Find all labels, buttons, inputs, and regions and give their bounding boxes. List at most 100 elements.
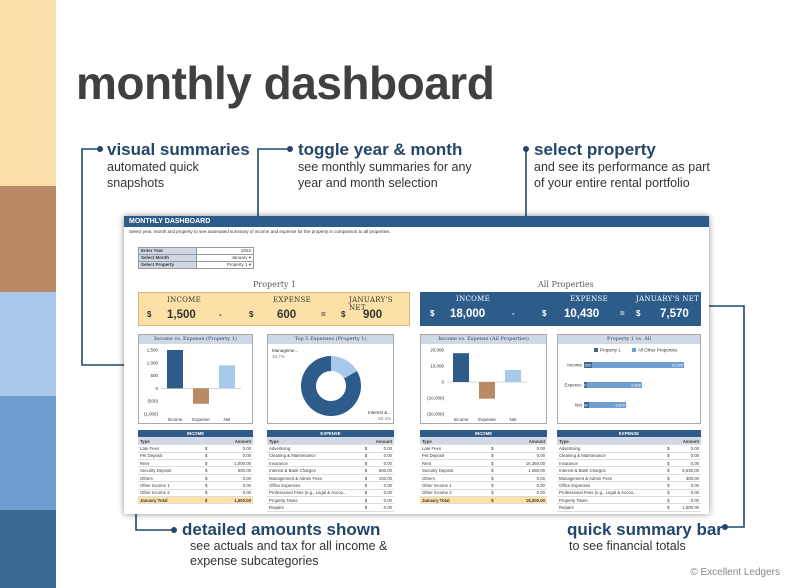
row-currency: $ — [665, 444, 674, 453]
minus-sign: - — [512, 309, 515, 318]
row-currency: $ — [203, 459, 215, 468]
row-type: Other Income 2 — [420, 489, 490, 498]
total-amount: 18,000.00 — [501, 496, 547, 505]
row-currency: $ — [489, 481, 502, 490]
table-total-row: January Total $1,500.00 — [138, 496, 253, 505]
row-type: Late Fees — [420, 444, 490, 453]
summary-expense-label: EXPENSE — [570, 295, 609, 303]
row-amount: 8,630.00 — [673, 466, 701, 475]
row-amount: 0.00 — [501, 489, 547, 498]
property-label: Select Property — [138, 260, 197, 269]
col-amount: Amount — [673, 437, 701, 446]
x-tick-label: Net — [223, 417, 231, 422]
callout-detailed-text-2: expense subcategories — [190, 554, 319, 568]
y-tick-label: 1,000 — [147, 360, 159, 365]
col-amount: Amount — [214, 437, 253, 446]
row-type: Security Deposit — [138, 466, 204, 475]
row-amount: 0.00 — [673, 489, 701, 498]
row-amount: 0.00 — [370, 452, 394, 461]
summary-income-value: 1,500 — [167, 309, 196, 321]
row-amount: 500.00 — [370, 466, 394, 475]
callout-toggle-heading: toggle year & month — [298, 140, 463, 159]
row-type: Rent — [138, 459, 204, 468]
row-currency: $ — [489, 444, 502, 453]
month-label: Select Month — [138, 253, 197, 262]
legend-swatch — [632, 348, 636, 352]
bar-segment — [592, 362, 684, 368]
callout-property-heading: select property — [534, 140, 656, 159]
property-select[interactable]: Property 1 ▾ — [196, 260, 254, 269]
row-amount: 0.00 — [214, 489, 253, 498]
table-row: Repairs $0.00 — [267, 503, 394, 512]
summary-income-label: INCOME — [167, 296, 202, 304]
callout-toggle-text-1: see monthly summaries for any — [298, 160, 472, 174]
table-row: Security Deposit $1,650.00 — [420, 466, 547, 475]
row-currency: $ — [362, 459, 371, 468]
selector-table: Enter Year 2022 Select Month January ▾ S… — [138, 247, 254, 269]
col-type: Type — [557, 437, 666, 446]
col-amount: Amount — [501, 437, 547, 446]
table-column-row: Type Amount — [420, 437, 547, 446]
row-currency: $ — [489, 459, 502, 468]
table-column-row: Type Amount — [138, 437, 253, 446]
row-type: Insurance — [557, 459, 666, 468]
row-currency: $ — [489, 452, 502, 461]
row-currency: $ — [203, 444, 215, 453]
property-value: Property 1 — [226, 261, 248, 267]
row-amount: 300.00 — [673, 474, 701, 483]
row-type: Others — [138, 474, 204, 483]
data-label: 900 — [582, 404, 588, 408]
bar-segment — [584, 362, 593, 368]
callout-property-text-1: and see its performance as part — [534, 160, 710, 174]
table-column-row: Type Amount — [557, 437, 701, 446]
row-currency: $ — [203, 489, 215, 498]
callout-detailed-heading: detailed amounts shown — [182, 520, 381, 539]
row-type: Professional Fees (e.g., Legal & Accou..… — [557, 489, 666, 498]
slice-value: 16.7% — [272, 354, 285, 359]
table-row: Others $0.00 — [138, 474, 253, 483]
col-type: Type — [138, 437, 204, 446]
row-currency: $ — [665, 481, 674, 490]
summary-expense-label: EXPENSE — [273, 296, 312, 304]
row-amount: 0.00 — [214, 444, 253, 453]
left-property-title: Property 1 — [253, 280, 297, 289]
row-type: Advertising — [267, 444, 363, 453]
table-row: Repairs $1,500.00 — [557, 503, 701, 512]
color-stripe-brown — [0, 186, 56, 292]
row-currency: $ — [362, 452, 371, 461]
chart-income-vs-expense-all: Income vs. Expense (All Properties) 20,0… — [420, 334, 547, 424]
table-row: Office Expenses $0.00 — [557, 481, 701, 490]
data-label: 1,500 — [582, 364, 592, 368]
currency-symbol: $ — [430, 309, 435, 318]
row-amount: 0.00 — [370, 489, 394, 498]
row-amount: 100.00 — [370, 474, 394, 483]
row-amount: 0.00 — [673, 481, 701, 490]
row-type: Management & Admin Fees — [267, 474, 363, 483]
summary-income-label: INCOME — [456, 295, 491, 303]
summary-net-value: 7,570 — [660, 308, 689, 320]
table-row: Management & Admin Fees $300.00 — [557, 474, 701, 483]
table-row: Other Income 2 $0.00 — [420, 489, 547, 498]
row-type: Late Fees — [138, 444, 204, 453]
donut-slice — [331, 356, 358, 379]
y-tick-label: Income — [567, 363, 582, 368]
month-select[interactable]: January ▾ — [196, 253, 254, 262]
table-row: Pet Deposit $0.00 — [420, 452, 547, 461]
row-currency: $ — [665, 452, 674, 461]
row-currency: $ — [665, 496, 674, 505]
row-type: Interest & Bank Charges — [267, 466, 363, 475]
row-amount: 0.00 — [214, 474, 253, 483]
row-type: Repairs — [267, 503, 363, 512]
color-stripe-tan — [0, 0, 56, 186]
chart-property-vs-all: Property 1 vs. All Property 1 All Other P… — [557, 334, 701, 424]
x-tick-label: Income — [168, 417, 183, 422]
row-amount: 0.00 — [673, 444, 701, 453]
row-currency: $ — [203, 481, 215, 490]
chart-title: Income vs. Expense (All Properties) — [421, 335, 546, 344]
row-amount: 1,650.00 — [501, 466, 547, 475]
slice-label: Interest &... — [368, 410, 391, 415]
row-type: Professional Fees (e.g., Legal & Accou..… — [267, 489, 363, 498]
summary-net-label: JANUARY'S NET — [636, 295, 700, 303]
table-header-row: INCOME — [420, 430, 547, 438]
table-row: Others $0.00 — [420, 474, 547, 483]
